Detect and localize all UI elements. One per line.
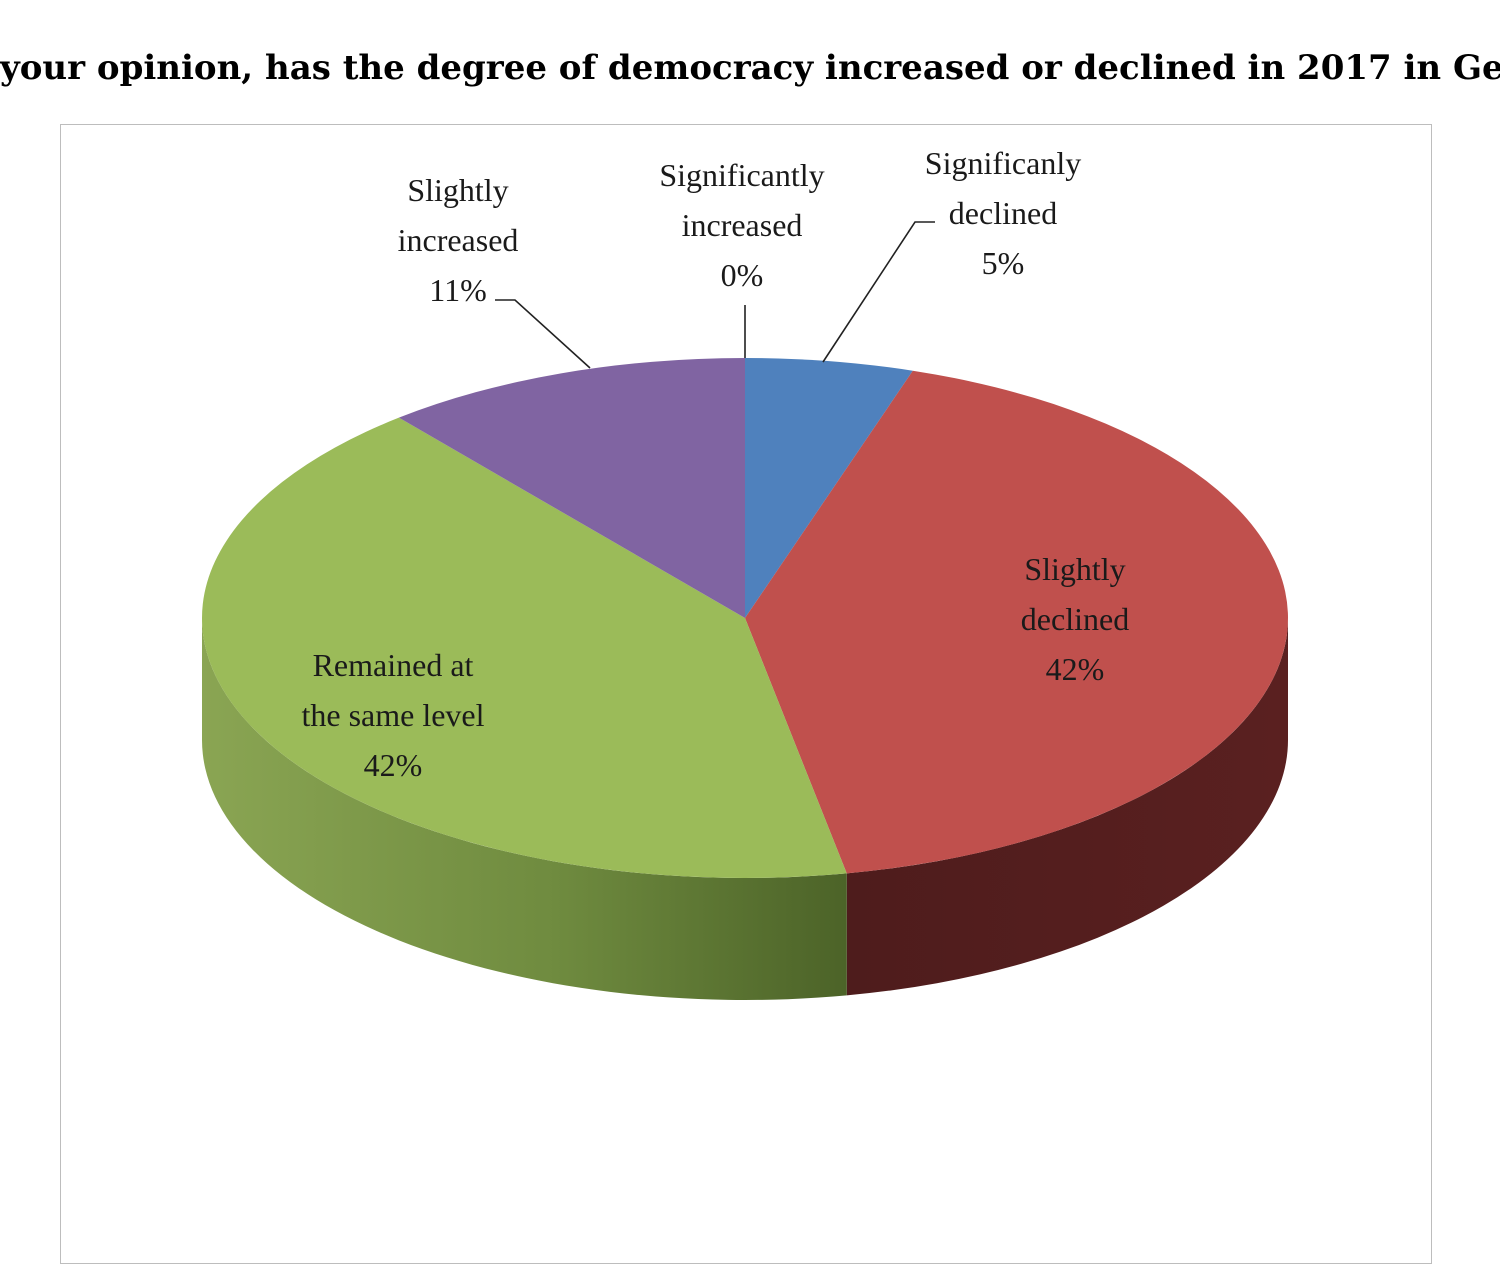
slice-label-1: Significanly declined 5% — [925, 145, 1081, 281]
slice-label-line: 5% — [982, 245, 1025, 281]
pie-slice-3 — [201, 417, 847, 879]
leader-line-4 — [495, 299, 591, 369]
slice-label-4: Slightly increased 11% — [398, 172, 519, 308]
slice-label-0: Significantly increased 0% — [659, 157, 824, 293]
slice-label-line: increased — [682, 207, 803, 243]
slice-label-line: Significanly — [925, 145, 1081, 181]
chart-title: your opinion, has the degree of democrac… — [0, 48, 1500, 88]
pie-side-3 — [202, 618, 847, 1001]
slice-label-line: declined — [949, 195, 1057, 231]
pie-slice-4 — [398, 358, 745, 618]
slice-label-line: declined — [1021, 601, 1129, 637]
slice-label-line: 42% — [1046, 651, 1105, 687]
leader-line-1 — [822, 221, 935, 363]
slice-label-line: increased — [398, 222, 519, 258]
pie-leader-lines — [495, 221, 935, 369]
pie-labels: Significantly increased 0% Significanly decl… — [301, 145, 1129, 783]
slice-label-line: 0% — [721, 257, 764, 293]
slice-label-line: Slightly — [407, 172, 508, 208]
pie-side-2 — [846, 618, 1288, 996]
pie-sides — [202, 618, 1288, 1001]
slice-label-3: Remained at the same level 42% — [301, 647, 484, 783]
pie-tops — [201, 358, 1289, 879]
slice-label-line: 42% — [364, 747, 423, 783]
slice-label-line: Significantly — [659, 157, 824, 193]
slice-label-line: Remained at — [313, 647, 474, 683]
slice-label-2: Slightly declined 42% — [1021, 551, 1129, 687]
slice-label-line: 11% — [429, 272, 486, 308]
slice-label-line: the same level — [301, 697, 484, 733]
pie-slice-2 — [745, 370, 1289, 874]
pie-slice-1 — [745, 358, 913, 618]
slice-label-line: Slightly — [1024, 551, 1125, 587]
